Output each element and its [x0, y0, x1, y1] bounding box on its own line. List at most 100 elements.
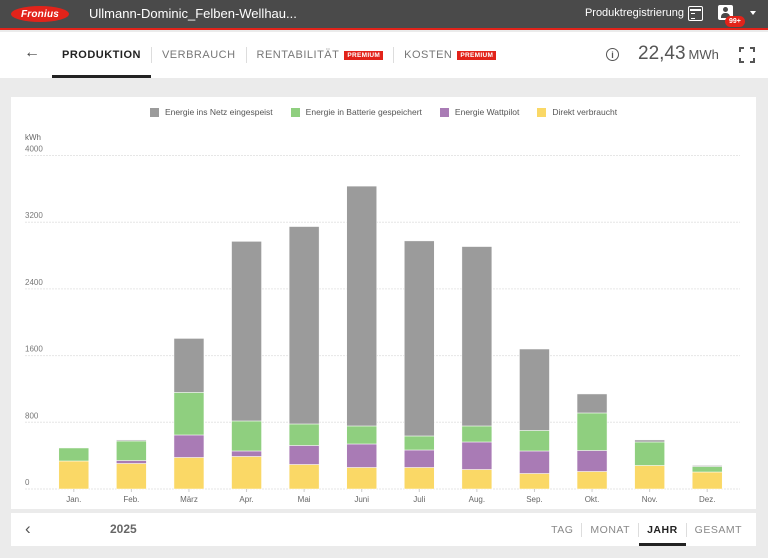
bar-segment [288, 226, 320, 425]
product-registration-link[interactable]: Produktregistrierung [584, 7, 684, 19]
bar-segment [288, 423, 320, 446]
tab-divider [393, 47, 395, 63]
legend-swatch [149, 107, 159, 117]
period-tab-monat[interactable]: MONAT [590, 523, 631, 536]
bar-segment [519, 430, 550, 452]
tab-label: VERBRAUCH [161, 49, 236, 61]
bar-segment [58, 460, 90, 490]
x-tick-label: Dez. [699, 495, 715, 504]
y-axis-unit: kWh [25, 133, 41, 142]
bar-segment [576, 471, 608, 490]
bar-segment [576, 412, 608, 451]
tab-label: KOSTEN [404, 49, 453, 61]
info-icon[interactable]: i [606, 48, 619, 61]
site-name[interactable]: Ullmann-Dominic_Felben-Wellhau... [89, 6, 297, 21]
bar-segment [461, 246, 493, 427]
bar-segment [173, 457, 205, 490]
legend-label: Energie Wattpilot [454, 107, 520, 117]
bar-segment [346, 467, 377, 490]
period-tabs: TAG MONAT JAHR GESAMT [543, 513, 750, 546]
bar-segment [634, 439, 665, 443]
bar-segment [346, 425, 377, 445]
bar-segment [231, 420, 262, 452]
x-tick-label: Okt. [585, 495, 600, 504]
y-tick-label: 1600 [25, 345, 43, 354]
x-tick-label: Mai [298, 495, 311, 504]
production-bar-chart: kWh 0 800 1600 2400 3200 4000 Jan. Feb. März Apr. M… [25, 133, 740, 504]
premium-badge: PREMIUM [457, 50, 497, 60]
legend-swatch [537, 107, 547, 117]
tab-label: RENTABILITÄT [256, 49, 340, 61]
bar-segment [173, 392, 205, 436]
bar-segment [404, 467, 435, 490]
fullscreen-icon[interactable] [739, 47, 755, 63]
nav-bar: ← PRODUKTION VERBRAUCH RENTABILITÄT PREMI… [0, 32, 768, 78]
x-tick-label: Feb. [123, 495, 139, 504]
legend-swatch [439, 107, 449, 117]
bar-segment [173, 338, 205, 393]
tab-list: PRODUKTION VERBRAUCH RENTABILITÄT PREMIUM… [52, 32, 506, 78]
bar-segment [116, 440, 147, 461]
bar-segment [576, 450, 608, 472]
bar-segment [231, 450, 262, 457]
x-tick-label: Juli [413, 495, 425, 504]
bar-segment [346, 443, 377, 468]
chevron-down-icon[interactable] [750, 11, 756, 15]
product-registration-icon[interactable] [688, 6, 703, 21]
legend-item-wattpilot[interactable]: Energie Wattpilot [439, 107, 520, 117]
legend-item-direct[interactable]: Direkt verbraucht [537, 107, 617, 117]
legend-label: Energie in Batterie gespeichert [305, 107, 422, 117]
tab-divider [685, 522, 687, 537]
period-bar: ‹ 2025 TAG MONAT JAHR GESAMT [11, 513, 756, 546]
bar-segment [634, 441, 665, 466]
bar-segment [173, 434, 205, 458]
bar-segment [404, 240, 435, 437]
bar-segment [288, 445, 320, 465]
legend-item-grid[interactable]: Energie ins Netz eingespeist [149, 107, 273, 117]
total-unit: MWh [688, 47, 719, 62]
legend-label: Energie ins Netz eingespeist [164, 107, 273, 117]
period-tab-tag[interactable]: TAG [551, 523, 574, 536]
back-arrow-icon[interactable]: ← [24, 44, 40, 61]
bar-segment [346, 185, 377, 427]
bar-segment [691, 465, 723, 467]
bar-segment [116, 460, 147, 464]
y-tick-label: 800 [25, 411, 39, 420]
bar-segment [404, 449, 435, 468]
period-tab-jahr[interactable]: JAHR [639, 513, 686, 546]
total-production: 22,43 MWh [638, 43, 719, 65]
bar-segment [116, 439, 147, 442]
notification-badge: 99+ [725, 16, 745, 27]
fronius-logo[interactable]: Fronius [11, 6, 69, 22]
bar-segment [461, 425, 493, 443]
y-tick-label: 4000 [25, 145, 43, 154]
bar-segment [634, 465, 665, 490]
tab-rentabilitaet[interactable]: RENTABILITÄT PREMIUM [247, 32, 394, 78]
period-tab-gesamt[interactable]: GESAMT [694, 523, 742, 536]
y-tick-label: 0 [25, 478, 30, 487]
tab-produktion[interactable]: PRODUKTION [52, 32, 151, 78]
chart-legend: Energie ins Netz eingespeist Energie in … [11, 107, 756, 117]
bar-segment [288, 464, 320, 490]
x-tick-label: Apr. [239, 495, 253, 504]
x-tick-label: Sep. [526, 495, 542, 504]
x-tick-label: Aug. [469, 495, 485, 504]
tab-verbrauch[interactable]: VERBRAUCH [152, 32, 246, 78]
legend-item-battery[interactable]: Energie in Batterie gespeichert [290, 107, 422, 117]
bar-segment [519, 450, 550, 474]
x-tick-label: Juni [354, 495, 369, 504]
bar-segment [519, 473, 550, 490]
tab-kosten[interactable]: KOSTEN PREMIUM [394, 32, 506, 78]
tab-label: PRODUKTION [62, 49, 141, 61]
bar-segment [576, 393, 608, 414]
bar-segment [58, 447, 90, 462]
chart-card: Energie ins Netz eingespeist Energie in … [11, 97, 756, 509]
bar-segment [519, 348, 550, 431]
tab-divider [638, 522, 640, 537]
bar-segment [461, 441, 493, 470]
total-value: 22,43 [638, 43, 686, 64]
bar-segment [116, 463, 147, 490]
x-tick-label: Nov. [642, 495, 658, 504]
previous-period-icon[interactable]: ‹ [25, 519, 31, 538]
period-label[interactable]: 2025 [110, 522, 137, 536]
